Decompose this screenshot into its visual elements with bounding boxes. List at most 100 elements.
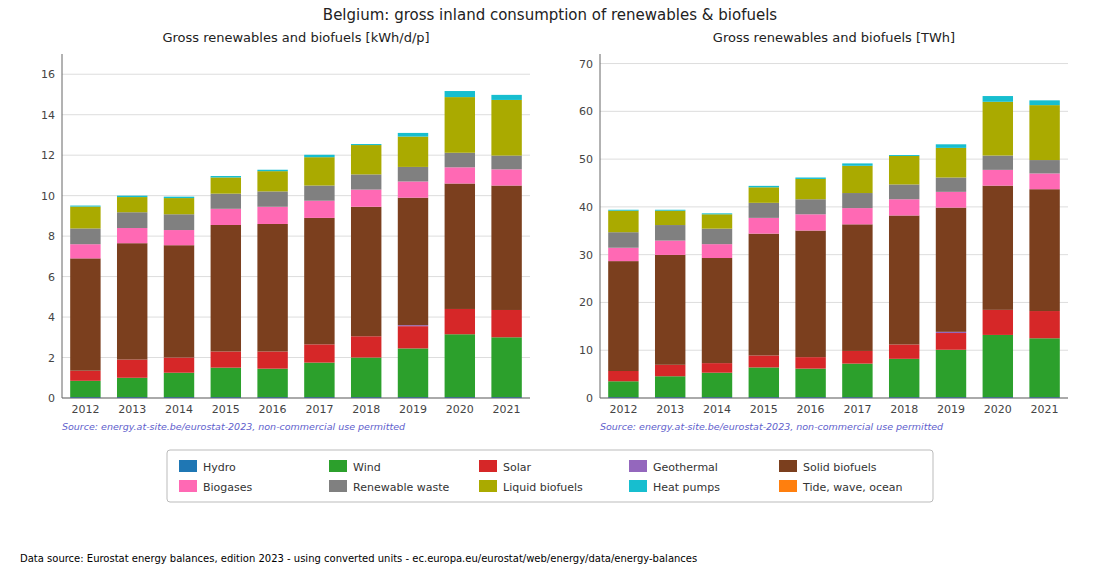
bar-segment bbox=[608, 211, 638, 233]
bars bbox=[70, 91, 522, 398]
bar-segment bbox=[889, 156, 919, 184]
bar-segment bbox=[983, 335, 1013, 397]
bar-segment bbox=[211, 176, 241, 177]
bar-segment bbox=[795, 179, 825, 199]
bar-segment bbox=[936, 192, 966, 208]
bar-segment bbox=[936, 208, 966, 332]
bar-segment bbox=[70, 244, 100, 258]
bar-segment bbox=[936, 350, 966, 397]
legend-swatch bbox=[179, 460, 197, 472]
bar-segment bbox=[164, 358, 194, 373]
y-tick-label: 70 bbox=[579, 58, 593, 71]
legend-label: Hydro bbox=[203, 461, 236, 474]
bar-segment bbox=[795, 231, 825, 358]
legend-swatch bbox=[629, 480, 647, 492]
bar-segment bbox=[1029, 173, 1059, 189]
bar-segment bbox=[1029, 311, 1059, 338]
bar-segment bbox=[608, 261, 638, 371]
bar-segment bbox=[304, 218, 334, 344]
x-tick-label: 2016 bbox=[259, 403, 287, 416]
grid-line bbox=[600, 63, 1068, 64]
bar-segment bbox=[445, 91, 475, 92]
bar-segment bbox=[70, 228, 100, 244]
bar-segment bbox=[795, 357, 825, 368]
legend-swatch bbox=[479, 480, 497, 492]
legend-swatch bbox=[479, 460, 497, 472]
bar-segment bbox=[936, 144, 966, 148]
x-tick-label: 2017 bbox=[305, 403, 333, 416]
bar-segment bbox=[117, 243, 147, 359]
bar-segment bbox=[164, 245, 194, 357]
bar-segment bbox=[795, 178, 825, 179]
bar-segment bbox=[70, 205, 100, 206]
bar-segment bbox=[889, 359, 919, 397]
bar-segment bbox=[491, 94, 521, 95]
x-tick-label: 2017 bbox=[843, 403, 871, 416]
y-axis-line bbox=[62, 54, 63, 398]
grid-line bbox=[600, 398, 1068, 399]
bar-segment bbox=[795, 369, 825, 397]
bar-segment bbox=[749, 355, 779, 367]
x-tick-label: 2021 bbox=[493, 403, 521, 416]
legend: HydroWindSolarGeothermalSolid biofuelsBi… bbox=[167, 450, 933, 502]
y-tick-label: 10 bbox=[41, 190, 55, 203]
bar-segment bbox=[164, 198, 194, 214]
bar-segment bbox=[445, 309, 475, 334]
bar-segment bbox=[351, 145, 381, 174]
bar-segment bbox=[304, 157, 334, 185]
bar-segment bbox=[889, 215, 919, 344]
bar-segment bbox=[795, 214, 825, 230]
bar-segment bbox=[257, 207, 287, 224]
legend-label: Biogases bbox=[203, 481, 253, 494]
bar-segment bbox=[398, 133, 428, 137]
bar-segment bbox=[702, 244, 732, 258]
bar-segment bbox=[702, 373, 732, 397]
bar-segment bbox=[351, 190, 381, 207]
bar-segment bbox=[608, 371, 638, 381]
bar-segment bbox=[304, 344, 334, 362]
bar-segment bbox=[257, 170, 287, 171]
bar-segment bbox=[889, 184, 919, 199]
legend-swatch bbox=[779, 460, 797, 472]
x-tick-label: 2015 bbox=[212, 403, 240, 416]
bar-segment bbox=[351, 174, 381, 189]
y-tick-label: 20 bbox=[579, 296, 593, 309]
bar-segment bbox=[164, 196, 194, 197]
y-axis-line bbox=[600, 54, 601, 398]
bar-segment bbox=[655, 209, 685, 211]
x-tick-label: 2018 bbox=[890, 403, 918, 416]
bar-segment bbox=[702, 363, 732, 373]
x-tick-label: 2015 bbox=[750, 403, 778, 416]
x-tick-label: 2013 bbox=[656, 403, 684, 416]
bar-segment bbox=[889, 155, 919, 156]
x-tick-label: 2016 bbox=[797, 403, 825, 416]
x-tick-label: 2012 bbox=[71, 403, 99, 416]
bar-segment bbox=[749, 185, 779, 186]
bar-segment bbox=[1029, 105, 1059, 160]
bar-segment bbox=[936, 144, 966, 145]
x-tick-label: 2019 bbox=[399, 403, 427, 416]
bars bbox=[608, 96, 1060, 398]
bar-segment bbox=[70, 206, 100, 207]
y-tick-label: 4 bbox=[48, 311, 55, 324]
bar-segment bbox=[983, 310, 1013, 335]
x-tick-label: 2020 bbox=[446, 403, 474, 416]
legend-label: Tide, wave, ocean bbox=[802, 481, 902, 494]
bar-segment bbox=[608, 381, 638, 397]
bar-segment bbox=[445, 167, 475, 183]
legend-swatch bbox=[779, 480, 797, 492]
bar-segment bbox=[304, 201, 334, 218]
bar-segment bbox=[655, 211, 685, 225]
x-tick-label: 2020 bbox=[984, 403, 1012, 416]
bar-segment bbox=[351, 358, 381, 397]
bar-segment bbox=[608, 209, 638, 211]
bar-segment bbox=[889, 199, 919, 215]
bar-segment bbox=[351, 144, 381, 145]
y-tick-label: 10 bbox=[579, 344, 593, 357]
subplot-title: Gross renewables and biofuels [kWh/d/p] bbox=[162, 30, 429, 45]
bar-segment bbox=[211, 225, 241, 351]
y-tick-label: 8 bbox=[48, 230, 55, 243]
bar-segment bbox=[304, 154, 334, 155]
bar-segment bbox=[70, 258, 100, 370]
bar-segment bbox=[842, 208, 872, 224]
